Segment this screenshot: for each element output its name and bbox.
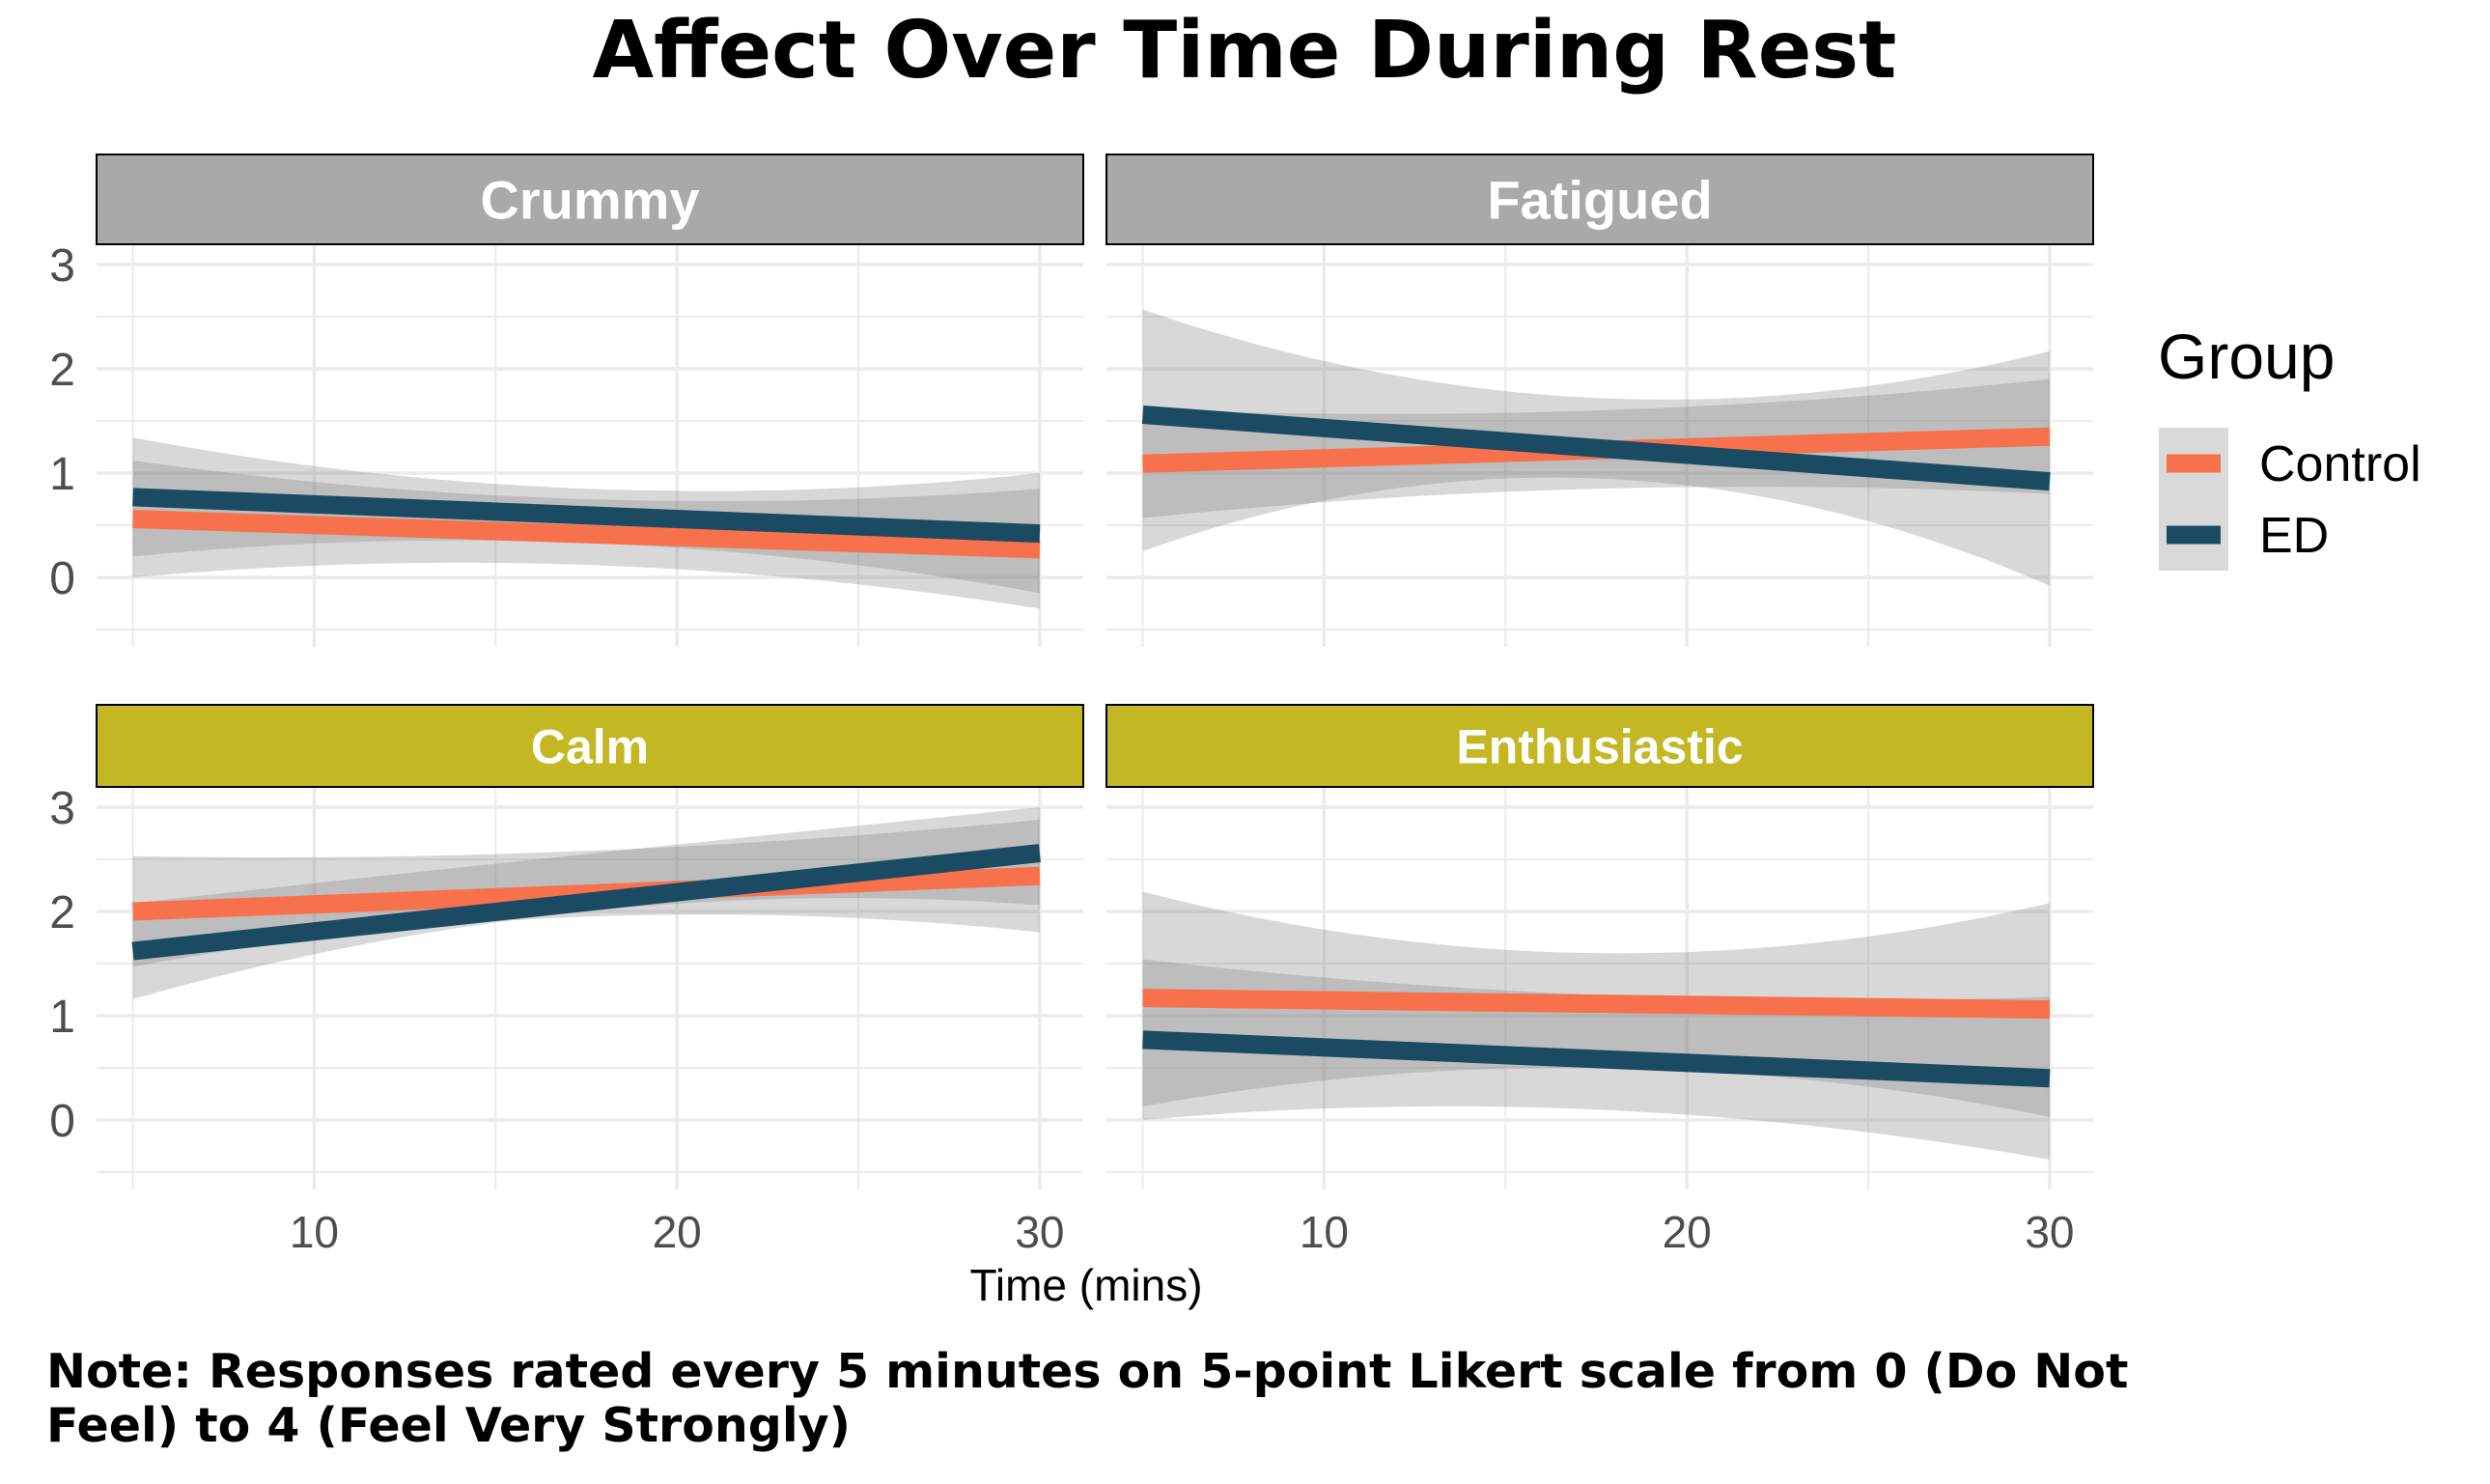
series-line-ed bbox=[131, 844, 1041, 961]
grid bbox=[1106, 787, 2093, 1190]
series-line-control bbox=[132, 510, 1041, 559]
strip-background bbox=[96, 154, 1084, 245]
strip-label: Calm bbox=[531, 720, 649, 774]
chart-note: Note: Responses rated every 5 minutes on… bbox=[46, 1344, 2129, 1453]
chart-title: Affect Over Time During Rest bbox=[593, 5, 1897, 97]
x-tick-label: 30 bbox=[1015, 1207, 1064, 1257]
panel-enthusiastic: Enthusiastic 10 20 30 bbox=[1105, 704, 2094, 1257]
y-tick-label: 2 bbox=[49, 887, 75, 938]
x-tick-label: 20 bbox=[653, 1207, 702, 1257]
strip-background bbox=[96, 704, 1084, 788]
y-tick-label: 0 bbox=[49, 553, 75, 604]
panel-crummy: Crummy 0 1 2 3 bbox=[49, 154, 1084, 647]
grid bbox=[97, 787, 1083, 1190]
strip-background bbox=[1105, 154, 2094, 245]
x-tick-label: 30 bbox=[2025, 1207, 2074, 1257]
legend-label: Control bbox=[2259, 436, 2421, 492]
y-tick-label: 1 bbox=[49, 449, 75, 500]
y-tick-label: 3 bbox=[49, 783, 75, 834]
series-line-ed bbox=[1142, 1030, 2051, 1088]
strip-background bbox=[1105, 704, 2094, 788]
x-tick-label: 20 bbox=[1663, 1207, 1712, 1257]
series-line-ed bbox=[1141, 406, 2051, 491]
y-tick-label: 3 bbox=[49, 240, 75, 292]
legend-label: ED bbox=[2259, 508, 2329, 564]
strip-label: Enthusiastic bbox=[1456, 720, 1743, 774]
grid bbox=[97, 244, 1083, 647]
series-line-control bbox=[1142, 989, 2051, 1020]
legend-title: Group bbox=[2158, 321, 2335, 392]
y-tick-label: 2 bbox=[49, 345, 75, 396]
legend: Group Control ED bbox=[2158, 321, 2421, 571]
x-tick-label: 10 bbox=[1300, 1207, 1349, 1257]
series-line-ed bbox=[132, 488, 1041, 544]
strip-label: Crummy bbox=[480, 170, 699, 231]
panel-fatigued: Fatigued bbox=[1105, 154, 2094, 647]
legend-item-control: Control bbox=[2159, 428, 2421, 499]
strip-label: Fatigued bbox=[1487, 170, 1712, 231]
x-axis-title: Time (mins) bbox=[969, 1260, 1202, 1310]
y-tick-label: 0 bbox=[49, 1096, 75, 1147]
x-tick-label: 10 bbox=[290, 1207, 339, 1257]
legend-item-ed: ED bbox=[2159, 499, 2329, 571]
panel-calm: Calm 0 1 2 3 10 20 30 bbox=[49, 704, 1084, 1257]
y-tick-label: 1 bbox=[49, 992, 75, 1043]
